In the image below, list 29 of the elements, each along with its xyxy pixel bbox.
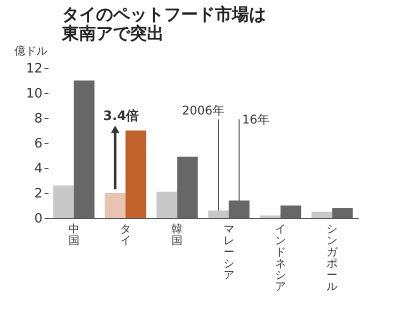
y-tick-label: 0 (34, 212, 42, 226)
text: 16年 (242, 112, 270, 126)
y-tick-label: 4 (34, 162, 42, 176)
text: 2006年 (182, 103, 224, 118)
y-tick-label: 10 (26, 86, 42, 102)
bar (53, 186, 74, 218)
x-tick-label: タイ (120, 222, 131, 247)
bar (208, 210, 229, 218)
annotation: 3.4倍 (103, 108, 140, 124)
x-tick-label: シンガポール (326, 222, 339, 293)
x-tick-label: 韓国 (172, 222, 183, 247)
y-tick-label: 8 (34, 112, 42, 126)
y-tick-label: 6 (34, 136, 42, 152)
bar (177, 156, 198, 218)
bar (312, 212, 332, 218)
y-tick-label: 2 (34, 186, 42, 202)
bar (280, 206, 302, 218)
bar (126, 130, 146, 218)
x-tick-label: マレーシア (223, 222, 234, 282)
bar (74, 80, 94, 218)
bar (156, 192, 178, 218)
bar (332, 208, 353, 218)
y-tick-label: 12 (26, 62, 42, 76)
y-axis-title: 億ドル (14, 44, 48, 58)
bar (104, 193, 126, 218)
x-tick-label: インドネシア (275, 222, 286, 293)
chart-title: タイのペットフード市場は東南アで突出 (61, 5, 266, 44)
x-tick-label: 中国 (68, 222, 80, 247)
bar (228, 200, 250, 218)
